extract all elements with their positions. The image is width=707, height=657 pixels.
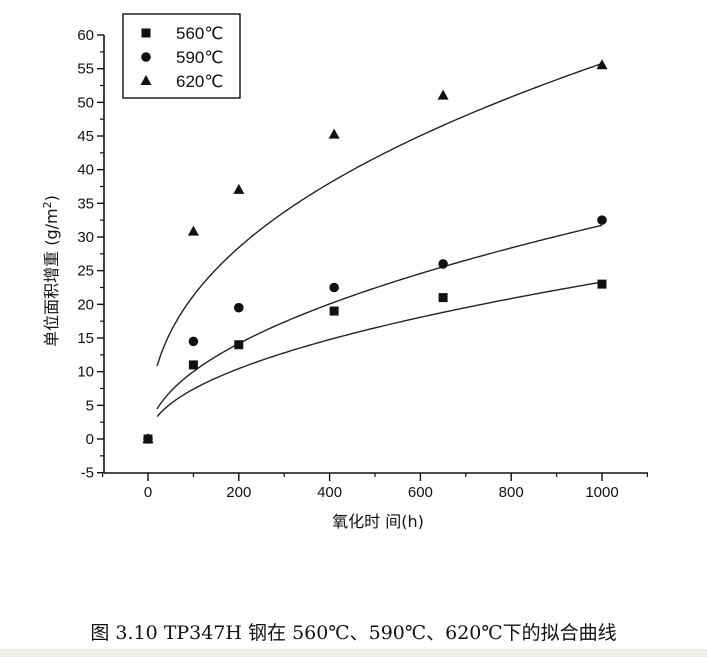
data-point-circle: [329, 282, 339, 293]
data-point-square: [597, 279, 607, 289]
y-tick-label: 50: [77, 94, 94, 111]
data-point-triangle: [596, 59, 608, 70]
x-tick-label: 400: [317, 484, 342, 501]
y-axis: -5 0 5 10 15 20 25 30 35 40 45 50 55 60: [77, 27, 104, 482]
y-tick-label: 40: [77, 162, 94, 179]
y-tick-label: 60: [77, 27, 94, 44]
bottom-strip: [0, 649, 707, 657]
data-point-triangle: [437, 89, 449, 100]
legend-marker-square: [141, 28, 151, 38]
y-tick-label: -5: [81, 465, 94, 482]
x-axis-label: 氧化时 间(h): [332, 512, 424, 531]
data-point-circle: [438, 259, 448, 269]
x-axis: 0 200 400 600 800 1000: [101, 473, 649, 501]
y-tick-label: 30: [77, 229, 94, 246]
legend-label: 560℃: [176, 24, 223, 43]
y-tick-label: 5: [86, 397, 94, 414]
y-axis-label-sup: 2: [41, 201, 54, 208]
fit-curves: [156, 62, 603, 418]
y-tick-label: 0: [86, 431, 94, 448]
chart: 0 200 400 600 800 1000 -5 0 5 10 15 20 25 30 35 40 45 50…: [41, 13, 649, 531]
x-tick-label: 1000: [585, 484, 618, 501]
fit-curve: [156, 62, 603, 367]
data-point-circle: [188, 336, 199, 347]
data-point-triangle: [328, 128, 340, 139]
data-point-circle: [597, 215, 607, 225]
y-tick-label: 10: [77, 364, 94, 381]
y-tick-label: 20: [77, 296, 94, 313]
y-tick-label: 55: [77, 61, 94, 78]
fit-curve: [156, 281, 603, 418]
data-point-circle: [234, 302, 244, 313]
y-tick-label: 45: [77, 128, 94, 145]
y-tick-label: 15: [77, 330, 94, 347]
legend-label: 620℃: [176, 72, 223, 91]
y-tick-label: 35: [77, 195, 94, 212]
data-point-triangle: [142, 433, 154, 443]
data-point-square: [329, 306, 339, 316]
y-axis-label-main: 单位面积增重 (g/m: [42, 208, 61, 346]
y-tick-label: 25: [77, 263, 94, 280]
data-point-square: [188, 360, 198, 370]
x-tick-label: 0: [144, 484, 152, 501]
figure-caption: 图 3.10 TP347H 钢在 560℃、590℃、620℃下的拟合曲线: [90, 622, 617, 644]
y-axis-label-end: ): [42, 195, 61, 201]
y-axis-label: 单位面积增重 (g/m2): [41, 195, 61, 347]
x-tick-label: 200: [226, 484, 251, 501]
data-point-triangle: [187, 225, 199, 236]
data-point-square: [234, 340, 244, 350]
x-tick-label: 800: [499, 484, 524, 501]
legend-marker-circle: [141, 52, 151, 62]
legend-marker-triangle: [140, 75, 152, 85]
data-points: [142, 59, 608, 444]
fit-curve: [156, 224, 603, 410]
legend: 560℃ 590℃ 620℃: [122, 13, 241, 99]
x-tick-label: 600: [408, 484, 433, 501]
data-point-square: [438, 293, 448, 303]
plot-frame: [103, 35, 648, 474]
legend-label: 590℃: [176, 48, 223, 67]
data-point-triangle: [233, 183, 245, 194]
